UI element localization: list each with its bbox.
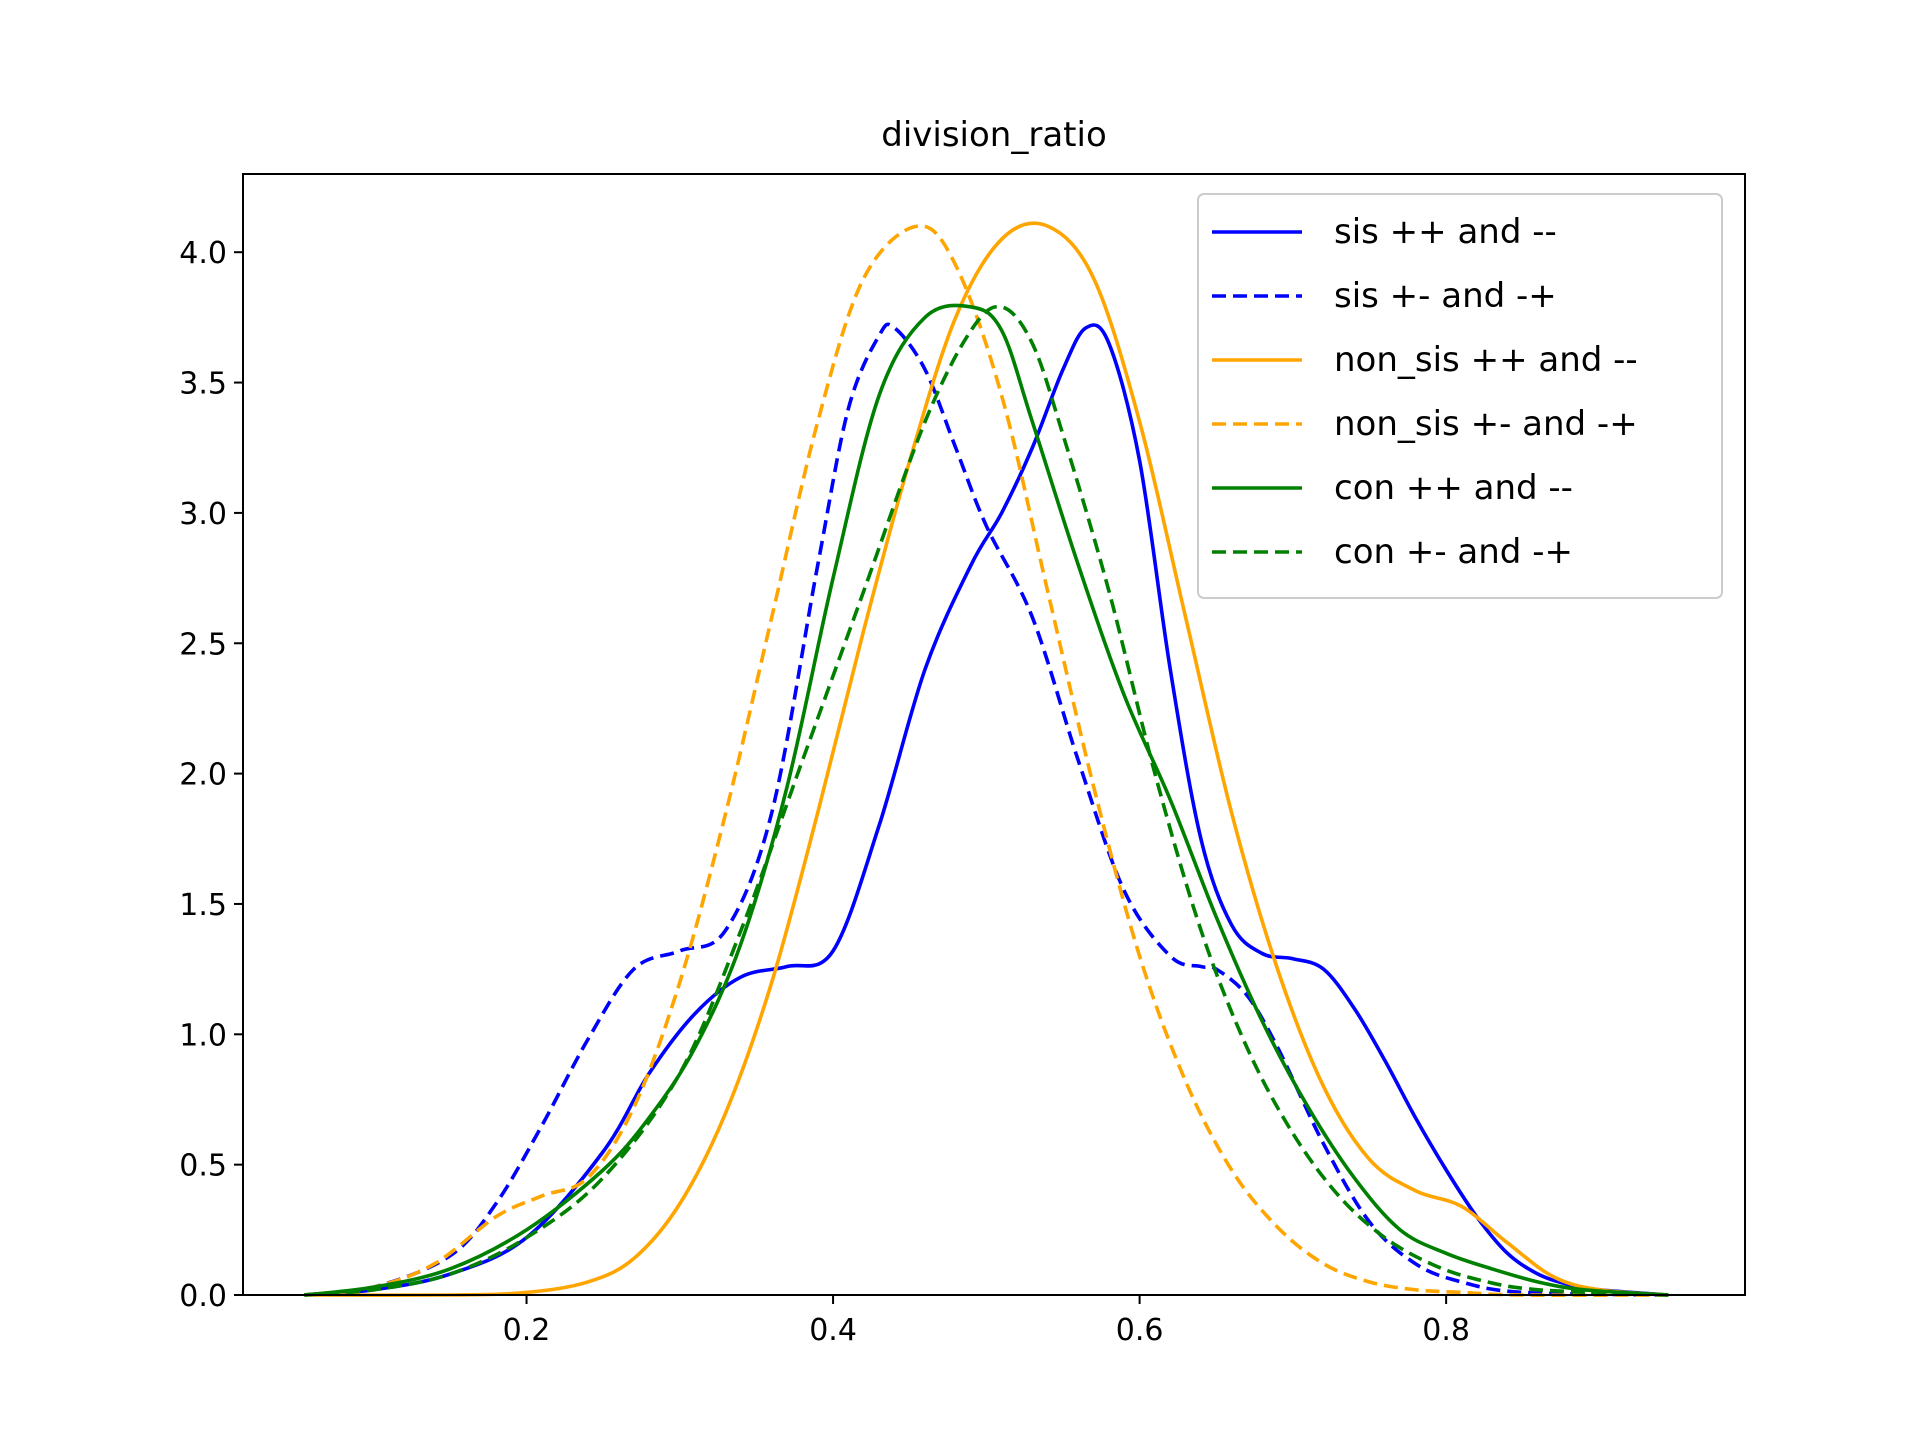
- y-tick-label: 2.5: [179, 627, 227, 662]
- series-line-5: [304, 303, 1669, 1297]
- chart-title: division_ratio: [881, 115, 1107, 155]
- legend-box: [1197, 193, 1723, 599]
- legend-label: sis ++ and --: [1334, 212, 1557, 252]
- y-tick-label: 1.0: [179, 1018, 227, 1053]
- legend-label: sis +- and -+: [1334, 276, 1557, 316]
- x-tick-label: 0.8: [1422, 1313, 1470, 1348]
- y-tick-label: 3.0: [179, 497, 227, 532]
- series-line-4: [304, 224, 1669, 1297]
- legend-label: non_sis ++ and --: [1334, 340, 1638, 380]
- x-tick-label: 0.2: [503, 1313, 551, 1348]
- legend-label: con +- and -+: [1334, 532, 1573, 572]
- x-tick-label: 0.4: [809, 1313, 857, 1348]
- y-axis-ticks: 0.0 0.5 1.0 1.5 2.0 2.5 3.0 3.5 4.0: [179, 236, 243, 1314]
- series-line-2: [304, 322, 1669, 1297]
- plot-frame: [242, 173, 1746, 1296]
- y-tick-label: 4.0: [179, 236, 227, 271]
- legend-label: non_sis +- and -+: [1334, 404, 1638, 444]
- series-line-3: [304, 221, 1669, 1297]
- series-line-1: [304, 323, 1669, 1297]
- series-layer: [304, 221, 1669, 1297]
- series-line-6: [304, 304, 1669, 1297]
- y-tick-label: 1.5: [179, 888, 227, 923]
- legend: sis ++ and -- sis +- and -+ non_sis ++ and…: [1197, 193, 1723, 599]
- x-tick-label: 0.6: [1116, 1313, 1164, 1348]
- y-tick-label: 2.0: [179, 758, 227, 793]
- y-tick-label: 0.0: [179, 1279, 227, 1314]
- legend-label: con ++ and --: [1334, 468, 1573, 508]
- x-axis-ticks: 0.2 0.4 0.6 0.8: [503, 1295, 1470, 1348]
- y-tick-label: 0.5: [179, 1149, 227, 1184]
- y-tick-label: 3.5: [179, 367, 227, 402]
